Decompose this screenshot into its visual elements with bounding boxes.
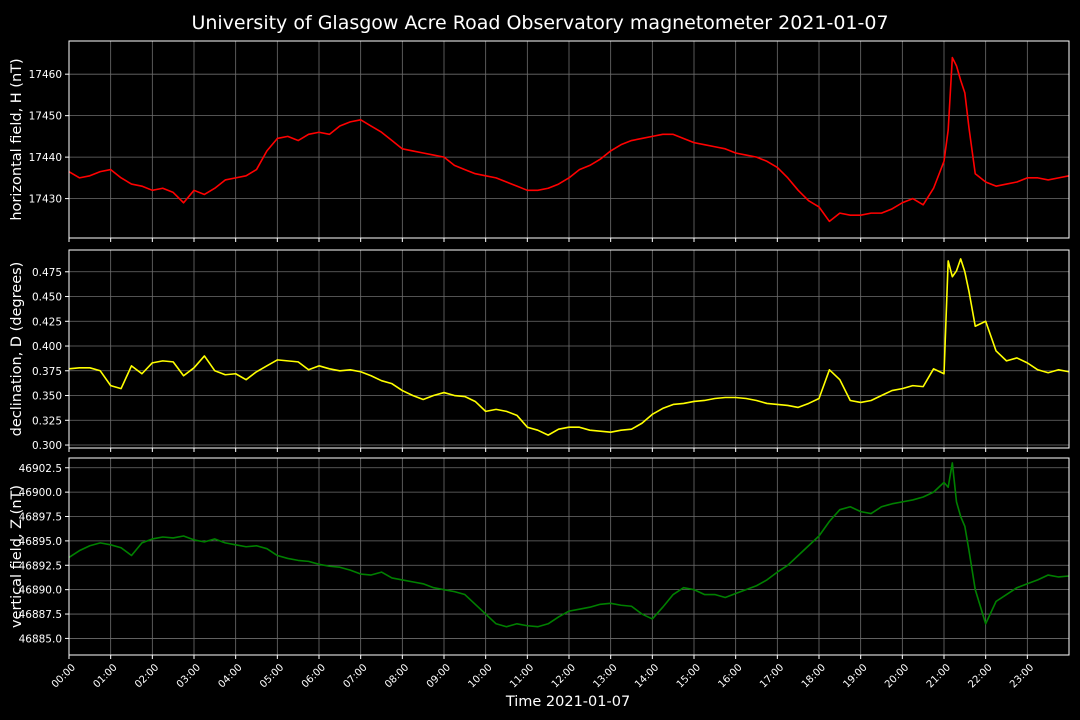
y-axis-label: vertical field, Z (nT) (9, 485, 25, 628)
y-tick-label: 46890.0 (19, 585, 62, 597)
y-tick-label: 46902.5 (19, 463, 62, 475)
plot-frame (68, 457, 1070, 656)
y-axis-label: declination, D (degrees) (9, 262, 25, 437)
y-tick-label: 17450 (29, 111, 62, 123)
y-tick-label: 0.400 (32, 341, 62, 353)
y-tick-label: 0.375 (32, 366, 62, 378)
series-line (68, 56, 1070, 223)
y-tick-label: 0.425 (32, 316, 62, 328)
y-tick-label: 0.450 (32, 292, 62, 304)
y-tick-label: 46885.0 (19, 633, 62, 645)
series-line (68, 462, 1070, 628)
y-tick-label: 0.475 (32, 267, 62, 279)
y-axis-label: horizontal field, H (nT) (9, 58, 25, 220)
y-tick-label: 46895.0 (19, 536, 62, 548)
y-tick-label: 46900.0 (19, 487, 62, 499)
figure-title: University of Glasgow Acre Road Observat… (191, 12, 888, 34)
y-tick-label: 46892.5 (19, 560, 62, 572)
y-tick-label: 0.325 (32, 415, 62, 427)
y-tick-label: 17460 (29, 69, 62, 81)
x-axis-label: Time 2021-01-07 (505, 694, 630, 710)
d-panel: 0.300 0.325 0.350 0.375 0.400 0.425 0.450 0.475… (9, 249, 1070, 452)
y-tick-label: 0.350 (32, 391, 62, 403)
y-tick-label: 46897.5 (19, 512, 62, 524)
y-tick-label: 17430 (29, 194, 62, 206)
h-panel: 17430 17440 17450 17460 horizontal field, H … (9, 40, 1070, 242)
plot-frame (68, 249, 1070, 449)
y-tick-label: 17440 (29, 152, 62, 164)
y-tick-label: 0.300 (32, 440, 62, 452)
y-tick-label: 46887.5 (19, 609, 62, 621)
plot-frame (68, 40, 1070, 239)
series-line (68, 258, 1070, 436)
